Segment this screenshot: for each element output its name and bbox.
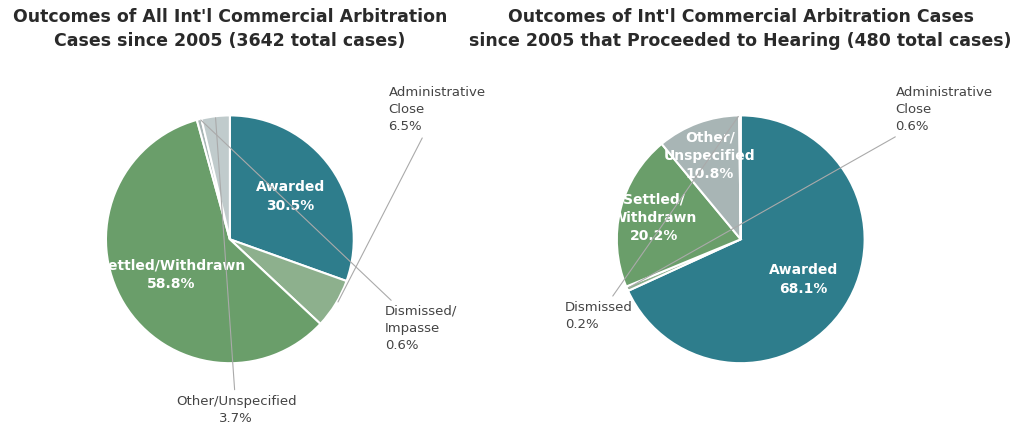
Wedge shape — [229, 239, 346, 324]
Wedge shape — [616, 144, 740, 287]
Title: Outcomes of All Int'l Commercial Arbitration
Cases since 2005 (3642 total cases): Outcomes of All Int'l Commercial Arbitra… — [12, 8, 447, 50]
Text: Administrative
Close
0.6%: Administrative Close 0.6% — [629, 86, 992, 288]
Wedge shape — [229, 116, 353, 281]
Wedge shape — [662, 116, 740, 239]
Text: Settled/
Withdrawn
20.2%: Settled/ Withdrawn 20.2% — [611, 192, 697, 243]
Text: Awarded
68.1%: Awarded 68.1% — [769, 263, 838, 296]
Wedge shape — [739, 116, 740, 239]
Wedge shape — [197, 119, 229, 239]
Wedge shape — [105, 120, 321, 363]
Wedge shape — [627, 239, 740, 291]
Wedge shape — [628, 116, 864, 363]
Text: Awarded
30.5%: Awarded 30.5% — [256, 180, 326, 213]
Text: Settled/Withdrawn
58.8%: Settled/Withdrawn 58.8% — [98, 258, 245, 291]
Wedge shape — [202, 116, 229, 239]
Text: Dismissed/
Impasse
0.6%: Dismissed/ Impasse 0.6% — [201, 120, 457, 352]
Text: Other/Unspecified
3.7%: Other/Unspecified 3.7% — [176, 118, 296, 425]
Text: Other/
Unspecified
10.8%: Other/ Unspecified 10.8% — [665, 130, 756, 181]
Title: Outcomes of Int'l Commercial Arbitration Cases
since 2005 that Proceeded to Hear: Outcomes of Int'l Commercial Arbitration… — [469, 8, 1012, 50]
Text: Administrative
Close
6.5%: Administrative Close 6.5% — [338, 86, 485, 302]
Text: Dismissed
0.2%: Dismissed 0.2% — [565, 116, 738, 331]
